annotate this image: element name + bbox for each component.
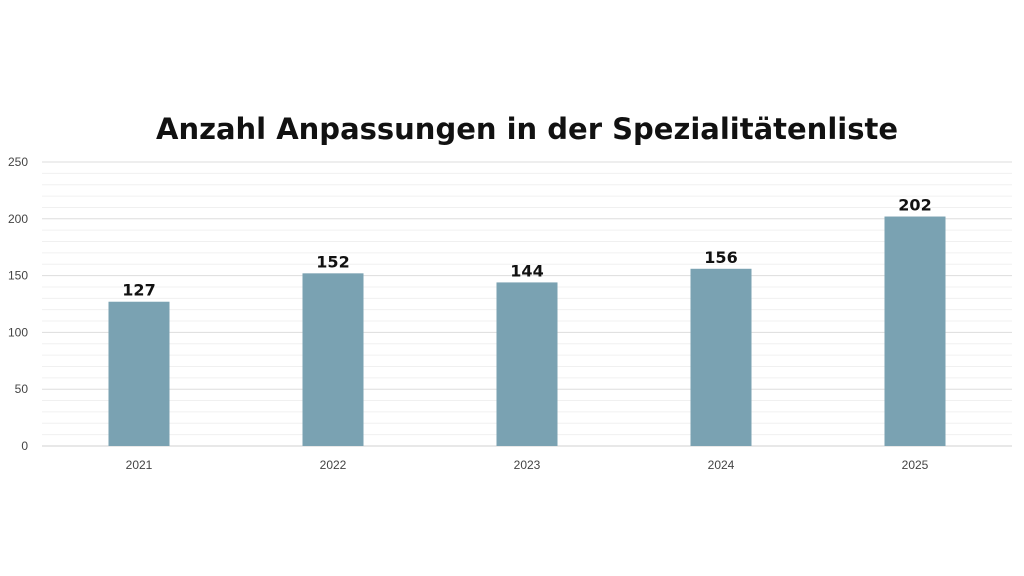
y-tick-label: 250 (8, 155, 28, 169)
chart-title: Anzahl Anpassungen in der Spezialitätenl… (156, 112, 898, 146)
bar-2024 (690, 268, 752, 446)
x-tick-label-2025: 2025 (902, 458, 929, 472)
y-tick-label: 50 (15, 382, 29, 396)
x-tick-label-2023: 2023 (514, 458, 541, 472)
data-label-2023: 144 (510, 261, 543, 280)
x-tick-label-2022: 2022 (320, 458, 347, 472)
data-label-2025: 202 (898, 196, 931, 215)
bar-2021 (108, 301, 170, 446)
y-tick-label: 100 (8, 325, 28, 339)
data-label-2022: 152 (316, 252, 349, 271)
bar-2023 (496, 282, 558, 446)
y-tick-label: 0 (21, 439, 28, 453)
bar-2025 (884, 216, 946, 446)
y-tick-label: 200 (8, 212, 28, 226)
data-label-2024: 156 (704, 248, 737, 267)
bar-2022 (302, 273, 364, 446)
data-label-2021: 127 (122, 281, 155, 300)
y-tick-label: 150 (8, 269, 28, 283)
x-tick-label-2024: 2024 (708, 458, 735, 472)
x-tick-label-2021: 2021 (126, 458, 153, 472)
